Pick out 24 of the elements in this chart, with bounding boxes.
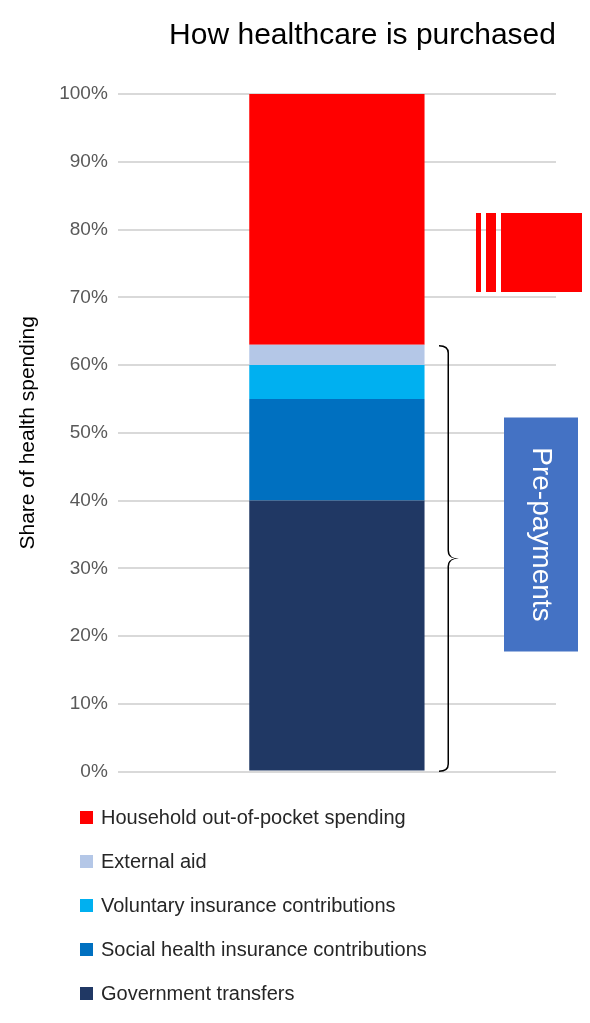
y-tick-label: 20%: [69, 624, 108, 646]
bar: [249, 500, 425, 771]
legend-label: Social health insurance contributions: [101, 937, 427, 961]
legend-label: Government transfers: [101, 981, 295, 1005]
annotation: Pre-payments: [527, 447, 559, 622]
bar: [249, 398, 425, 501]
y-tick-label: 70%: [69, 285, 108, 307]
bar: [249, 344, 425, 366]
chart-title: How healthcare is purchased: [169, 17, 556, 51]
y-tick-label: 40%: [69, 488, 108, 510]
y-axis-title: Share of health spending: [15, 316, 39, 550]
bar: [249, 365, 425, 399]
y-tick-label: 90%: [69, 149, 108, 171]
legend-label: Voluntary insurance contributions: [101, 893, 396, 917]
legend-label: External aid: [101, 849, 207, 873]
bar: [249, 94, 425, 345]
y-tick-label: 10%: [69, 692, 108, 714]
y-tick-label: 80%: [69, 217, 108, 239]
y-tick-label: 0%: [80, 759, 108, 781]
y-tick-label: 60%: [69, 353, 108, 375]
y-tick-label: 30%: [69, 556, 108, 578]
y-tick-label: 100%: [59, 82, 108, 104]
legend-label: Household out-of-pocket spending: [101, 805, 406, 829]
y-tick-label: 50%: [69, 421, 108, 443]
